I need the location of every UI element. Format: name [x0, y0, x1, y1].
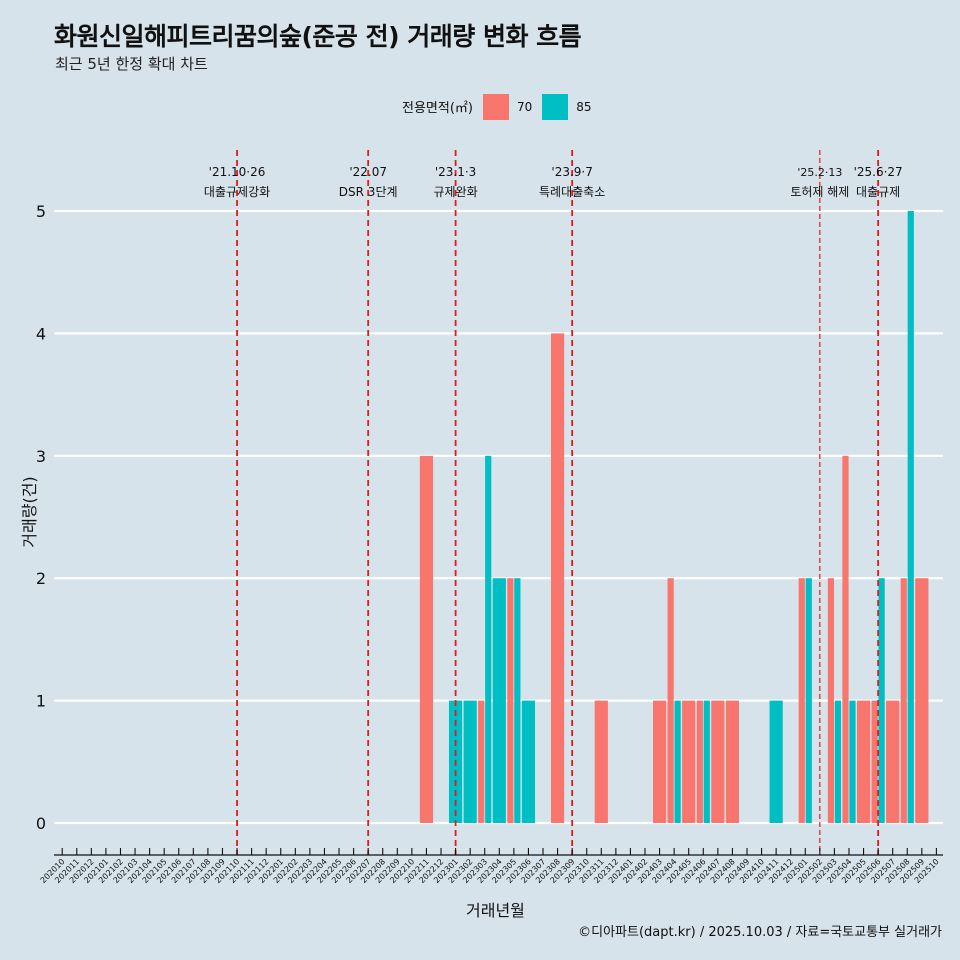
bar-85: [492, 578, 506, 823]
bar-70: [594, 700, 608, 823]
event-date: '23.9·7: [551, 165, 592, 179]
bar-85: [463, 700, 477, 823]
y-axis-ticks: 0 1 2 3 4 5: [36, 202, 46, 833]
x-axis: 2020102020112020122021012021022021032021…: [39, 848, 943, 885]
bar-85: [907, 211, 914, 823]
y-tick-label: 4: [36, 324, 46, 343]
legend-title: 전용면적(㎡): [402, 101, 473, 116]
bar-85: [834, 700, 842, 823]
bar-85: [805, 578, 812, 823]
event-annotations: '21.10·26 대출규제강화 '22.07 DSR 3단계 '23.1·3 규제완화 '…: [204, 165, 903, 199]
bar-70: [871, 700, 878, 823]
y-tick-label: 2: [36, 569, 46, 588]
event-date: '22.07: [349, 165, 387, 179]
bar-70: [419, 455, 434, 823]
source-caption: ©디아파트(dapt.kr) / 2025.10.03 / 자료=국토교통부 실…: [578, 925, 942, 940]
bar-85: [485, 455, 492, 823]
bar-85: [878, 578, 885, 823]
event-date: '25.6·27: [854, 165, 903, 179]
legend-swatch-85: [542, 93, 569, 120]
bar-70: [725, 700, 740, 823]
bar-70: [696, 700, 703, 823]
event-date: '25.2·13: [797, 166, 842, 179]
event-date: '23.1·3: [435, 165, 476, 179]
bar-70: [900, 578, 907, 823]
legend: 전용면적(㎡) 70 85: [402, 93, 602, 120]
bar-70: [915, 578, 929, 823]
bar-70: [842, 455, 849, 823]
bar-70: [478, 700, 485, 823]
event-label: 대출규제강화: [204, 185, 270, 199]
event-label: 규제완화: [434, 185, 478, 199]
bar-85: [849, 700, 856, 823]
y-tick-label: 1: [36, 692, 46, 711]
bar-70: [550, 333, 565, 823]
event-lines: [236, 150, 880, 855]
bar-85: [521, 700, 536, 823]
bar-70: [856, 700, 871, 823]
bar-70: [886, 700, 900, 823]
bar-70: [507, 578, 514, 823]
event-label: DSR 3단계: [339, 185, 398, 199]
event-date: '21.10·26: [209, 165, 266, 179]
event-label: 대출규제: [856, 185, 900, 199]
bar-85: [514, 578, 521, 823]
bar-70: [652, 700, 667, 823]
y-tick-label: 5: [36, 202, 46, 221]
chart-title: 화원신일해피트리꿈의숲(준공 전) 거래량 변화 흐름: [54, 22, 582, 51]
legend-label-70: 70: [516, 99, 533, 114]
event-label: 특례대출축소: [539, 185, 605, 199]
bar-70: [711, 700, 725, 823]
event-label: 토허제 해제: [790, 185, 849, 199]
bar-70: [667, 578, 674, 823]
x-axis-label: 거래년월: [466, 901, 525, 920]
y-tick-label: 3: [36, 447, 46, 466]
bar-70: [798, 578, 805, 823]
bar-85: [703, 700, 710, 823]
legend-label-85: 85: [576, 99, 592, 114]
bars: [419, 211, 929, 823]
y-axis-label: 거래량(건): [20, 476, 39, 548]
legend-swatch-70: [482, 93, 509, 120]
bar-70: [827, 578, 835, 823]
bar-70: [682, 700, 696, 823]
y-tick-label: 0: [36, 814, 46, 833]
bar-85: [674, 700, 681, 823]
chart-subtitle: 최근 5년 한정 확대 차트: [55, 55, 208, 73]
bar-85: [769, 700, 783, 823]
